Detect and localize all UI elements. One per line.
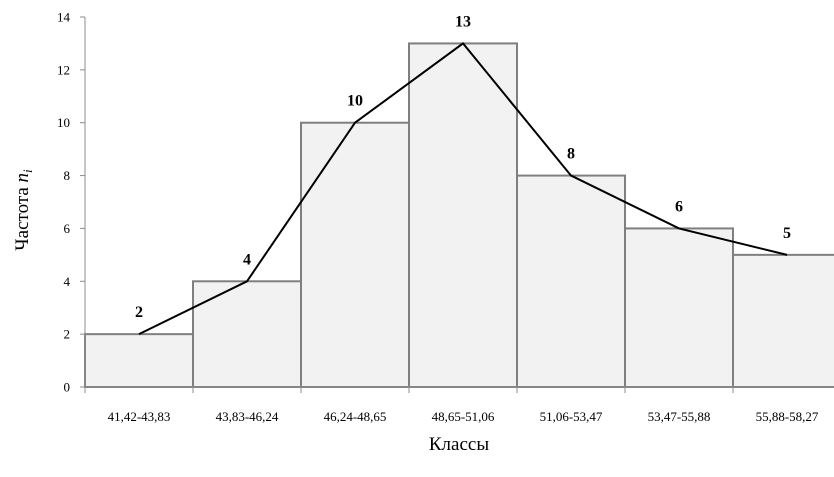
x-tick-label: 53,47-55,88 xyxy=(648,409,711,424)
x-axis-title: Классы xyxy=(429,434,489,455)
y-tick-label: 6 xyxy=(64,221,71,236)
x-tick-marks xyxy=(84,387,734,393)
x-tick-label: 51,06-53,47 xyxy=(540,409,603,424)
y-tick-label: 8 xyxy=(64,168,71,183)
histogram-bar xyxy=(192,280,302,388)
data-label: 2 xyxy=(135,304,143,321)
histogram-bar xyxy=(624,227,734,388)
data-label: 10 xyxy=(347,93,363,110)
histogram-bar xyxy=(516,174,626,388)
y-axis-title-variable: n xyxy=(12,173,33,183)
x-tick-label: 46,24-48,65 xyxy=(324,409,387,424)
data-label: 4 xyxy=(243,251,251,268)
x-tick-label: 43,83-46,24 xyxy=(216,409,279,424)
y-tick-label: 14 xyxy=(57,10,71,25)
y-tick-label: 0 xyxy=(64,380,71,395)
y-tick-marks xyxy=(80,16,85,388)
x-tick-label: 41,42-43,83 xyxy=(108,409,171,424)
y-tick-label: 2 xyxy=(64,327,71,342)
y-axis-title: Частота ni xyxy=(12,169,35,251)
x-tick-labels: 41,42-43,83 43,83-46,24 46,24-48,65 48,65-5… xyxy=(108,409,819,424)
bars xyxy=(84,42,834,389)
y-axis-title-text: Частота xyxy=(12,182,33,250)
data-label: 13 xyxy=(455,13,471,30)
data-label: 5 xyxy=(783,225,791,242)
y-tick-label: 10 xyxy=(57,115,70,130)
data-label: 6 xyxy=(675,198,683,215)
data-labels: 2 4 10 13 8 6 5 xyxy=(135,13,791,321)
y-tick-labels: 0 2 4 6 8 10 12 14 xyxy=(57,10,71,395)
histogram-bar xyxy=(84,333,194,388)
data-label: 8 xyxy=(567,146,575,163)
histogram-bar xyxy=(408,42,518,389)
y-axis-title-subscript: i xyxy=(20,169,35,173)
y-tick-label: 4 xyxy=(64,274,71,289)
y-tick-label: 12 xyxy=(57,62,70,77)
x-tick-label: 55,88-58,27 xyxy=(756,409,819,424)
x-tick-label: 48,65-51,06 xyxy=(432,409,495,424)
frequency-polygon-line xyxy=(138,42,788,336)
histogram-bar xyxy=(300,121,410,388)
histogram-bar xyxy=(732,253,834,388)
